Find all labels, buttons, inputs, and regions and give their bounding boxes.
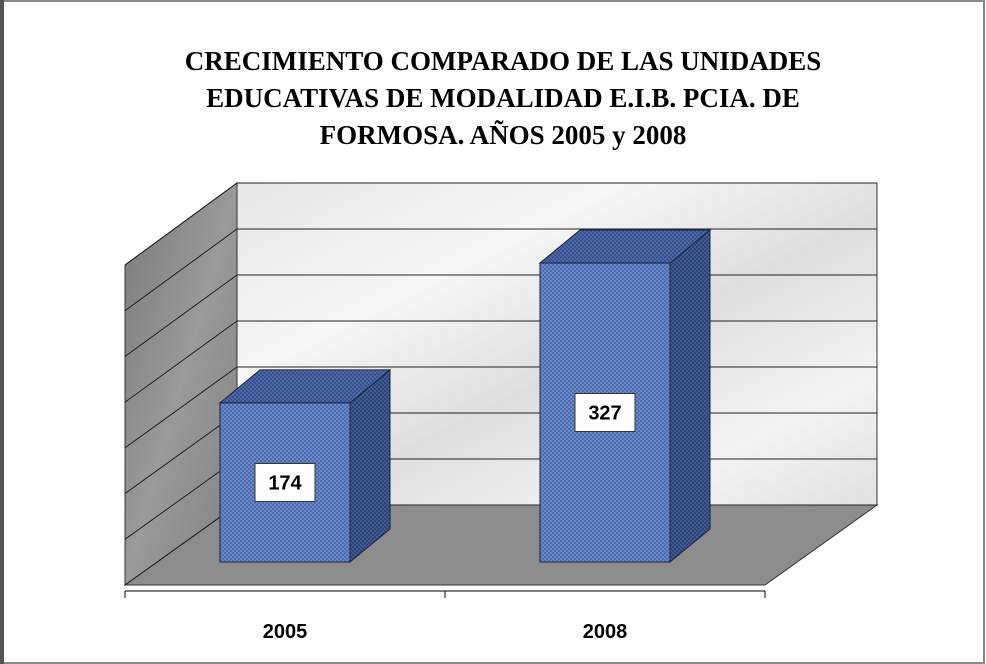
- data-label-box: [254, 462, 316, 502]
- x-tick-label: 2008: [583, 621, 628, 643]
- bar-side: [349, 368, 391, 564]
- chart-title: FORMOSA. AÑOS 2005 y 2008: [320, 120, 687, 150]
- bar-side: [669, 228, 711, 564]
- grid-line: [124, 182, 877, 266]
- bar: [538, 228, 712, 564]
- data-label: 174: [268, 472, 302, 494]
- data-label: 327: [588, 403, 621, 425]
- grid-line: [124, 228, 877, 312]
- chart-title: EDUCATIVAS DE MODALIDAD E.I.B. PCIA. DE: [206, 83, 800, 113]
- chart-title: CRECIMIENTO COMPARADO DE LAS UNIDADES: [185, 46, 822, 76]
- x-tick-label: 2005: [263, 621, 308, 643]
- frame-edge: [0, 0, 4, 664]
- data-label-box: [574, 393, 636, 433]
